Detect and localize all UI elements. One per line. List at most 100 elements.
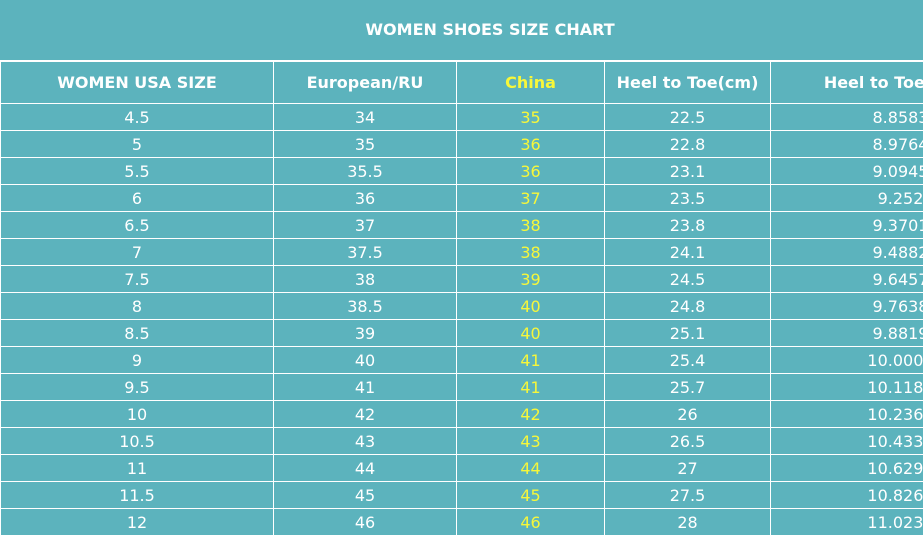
- cell-heel-to-toe-cm: 22.5: [604, 103, 771, 131]
- cell-european-size: 39: [273, 319, 457, 347]
- table-row: 8.5 39 40 25.1 9.8819: [0, 319, 923, 347]
- cell-heel-to-toe-inch: 10.8268: [770, 481, 923, 509]
- cell-heel-to-toe-cm: 28: [604, 508, 771, 536]
- table-row: 4.5 34 35 22.5 8.8583: [0, 103, 923, 131]
- size-table: WOMEN USA SIZE European/RU China Heel to…: [0, 61, 923, 536]
- cell-european-size: 46: [273, 508, 457, 536]
- cell-european-size: 37.5: [273, 238, 457, 266]
- cell-heel-to-toe-inch: 10.0000: [770, 346, 923, 374]
- cell-heel-to-toe-cm: 24.5: [604, 265, 771, 293]
- cell-heel-to-toe-inch: 9.4882: [770, 238, 923, 266]
- cell-china-size: 38: [456, 211, 605, 239]
- cell-china-size: 45: [456, 481, 605, 509]
- cell-european-size: 45: [273, 481, 457, 509]
- cell-heel-to-toe-cm: 27: [604, 454, 771, 482]
- table-row: 8 38.5 40 24.8 9.7638: [0, 292, 923, 320]
- cell-usa-size: 9.5: [0, 373, 274, 401]
- cell-heel-to-toe-inch: 11.0236: [770, 508, 923, 536]
- cell-usa-size: 10: [0, 400, 274, 428]
- cell-heel-to-toe-inch: 9.8819: [770, 319, 923, 347]
- header-china-size: China: [456, 61, 605, 104]
- cell-heel-to-toe-inch: 9.252: [770, 184, 923, 212]
- cell-european-size: 42: [273, 400, 457, 428]
- cell-heel-to-toe-inch: 9.0945: [770, 157, 923, 185]
- cell-heel-to-toe-inch: 9.3701: [770, 211, 923, 239]
- header-row: WOMEN USA SIZE European/RU China Heel to…: [0, 61, 923, 104]
- cell-heel-to-toe-inch: 8.8583: [770, 103, 923, 131]
- cell-usa-size: 6.5: [0, 211, 274, 239]
- cell-heel-to-toe-inch: 10.6299: [770, 454, 923, 482]
- cell-heel-to-toe-cm: 25.4: [604, 346, 771, 374]
- header-heel-to-toe-cm: Heel to Toe(cm): [604, 61, 771, 104]
- cell-usa-size: 7.5: [0, 265, 274, 293]
- cell-european-size: 43: [273, 427, 457, 455]
- cell-china-size: 39: [456, 265, 605, 293]
- cell-european-size: 35: [273, 130, 457, 158]
- cell-heel-to-toe-cm: 24.8: [604, 292, 771, 320]
- table-body: 4.5 34 35 22.5 8.8583 5 35 36 22.8 8.9764 5.5 35.5 3…: [0, 103, 923, 536]
- cell-usa-size: 12: [0, 508, 274, 536]
- cell-heel-to-toe-cm: 26.5: [604, 427, 771, 455]
- cell-china-size: 42: [456, 400, 605, 428]
- cell-usa-size: 4.5: [0, 103, 274, 131]
- cell-usa-size: 5.5: [0, 157, 274, 185]
- cell-european-size: 38: [273, 265, 457, 293]
- table-row: 7 37.5 38 24.1 9.4882: [0, 238, 923, 266]
- cell-heel-to-toe-inch: 10.2362: [770, 400, 923, 428]
- cell-heel-to-toe-inch: 9.7638: [770, 292, 923, 320]
- header-european-size: European/RU: [273, 61, 457, 104]
- cell-european-size: 38.5: [273, 292, 457, 320]
- cell-china-size: 41: [456, 373, 605, 401]
- cell-heel-to-toe-cm: 25.7: [604, 373, 771, 401]
- cell-usa-size: 8.5: [0, 319, 274, 347]
- cell-usa-size: 6: [0, 184, 274, 212]
- header-heel-to-toe-inch: Heel to Toe(inch): [770, 61, 923, 104]
- cell-heel-to-toe-cm: 26: [604, 400, 771, 428]
- cell-china-size: 36: [456, 157, 605, 185]
- cell-heel-to-toe-cm: 23.8: [604, 211, 771, 239]
- table-row: 5 35 36 22.8 8.9764: [0, 130, 923, 158]
- cell-usa-size: 11: [0, 454, 274, 482]
- cell-usa-size: 5: [0, 130, 274, 158]
- cell-heel-to-toe-cm: 23.1: [604, 157, 771, 185]
- cell-usa-size: 7: [0, 238, 274, 266]
- cell-european-size: 34: [273, 103, 457, 131]
- header-usa-size: WOMEN USA SIZE: [0, 61, 274, 104]
- chart-title: WOMEN SHOES SIZE CHART: [0, 0, 923, 61]
- table-row: 7.5 38 39 24.5 9.6457: [0, 265, 923, 293]
- cell-heel-to-toe-cm: 27.5: [604, 481, 771, 509]
- cell-heel-to-toe-cm: 25.1: [604, 319, 771, 347]
- cell-usa-size: 8: [0, 292, 274, 320]
- cell-china-size: 41: [456, 346, 605, 374]
- cell-china-size: 35: [456, 103, 605, 131]
- cell-european-size: 44: [273, 454, 457, 482]
- cell-european-size: 37: [273, 211, 457, 239]
- cell-china-size: 40: [456, 292, 605, 320]
- cell-china-size: 36: [456, 130, 605, 158]
- cell-european-size: 41: [273, 373, 457, 401]
- table-row: 6.5 37 38 23.8 9.3701: [0, 211, 923, 239]
- cell-usa-size: 11.5: [0, 481, 274, 509]
- cell-china-size: 46: [456, 508, 605, 536]
- table-row: 5.5 35.5 36 23.1 9.0945: [0, 157, 923, 185]
- cell-china-size: 40: [456, 319, 605, 347]
- cell-heel-to-toe-cm: 22.8: [604, 130, 771, 158]
- cell-european-size: 35.5: [273, 157, 457, 185]
- cell-heel-to-toe-cm: 24.1: [604, 238, 771, 266]
- cell-usa-size: 9: [0, 346, 274, 374]
- cell-european-size: 36: [273, 184, 457, 212]
- cell-usa-size: 10.5: [0, 427, 274, 455]
- cell-china-size: 43: [456, 427, 605, 455]
- cell-china-size: 38: [456, 238, 605, 266]
- cell-european-size: 40: [273, 346, 457, 374]
- cell-heel-to-toe-cm: 23.5: [604, 184, 771, 212]
